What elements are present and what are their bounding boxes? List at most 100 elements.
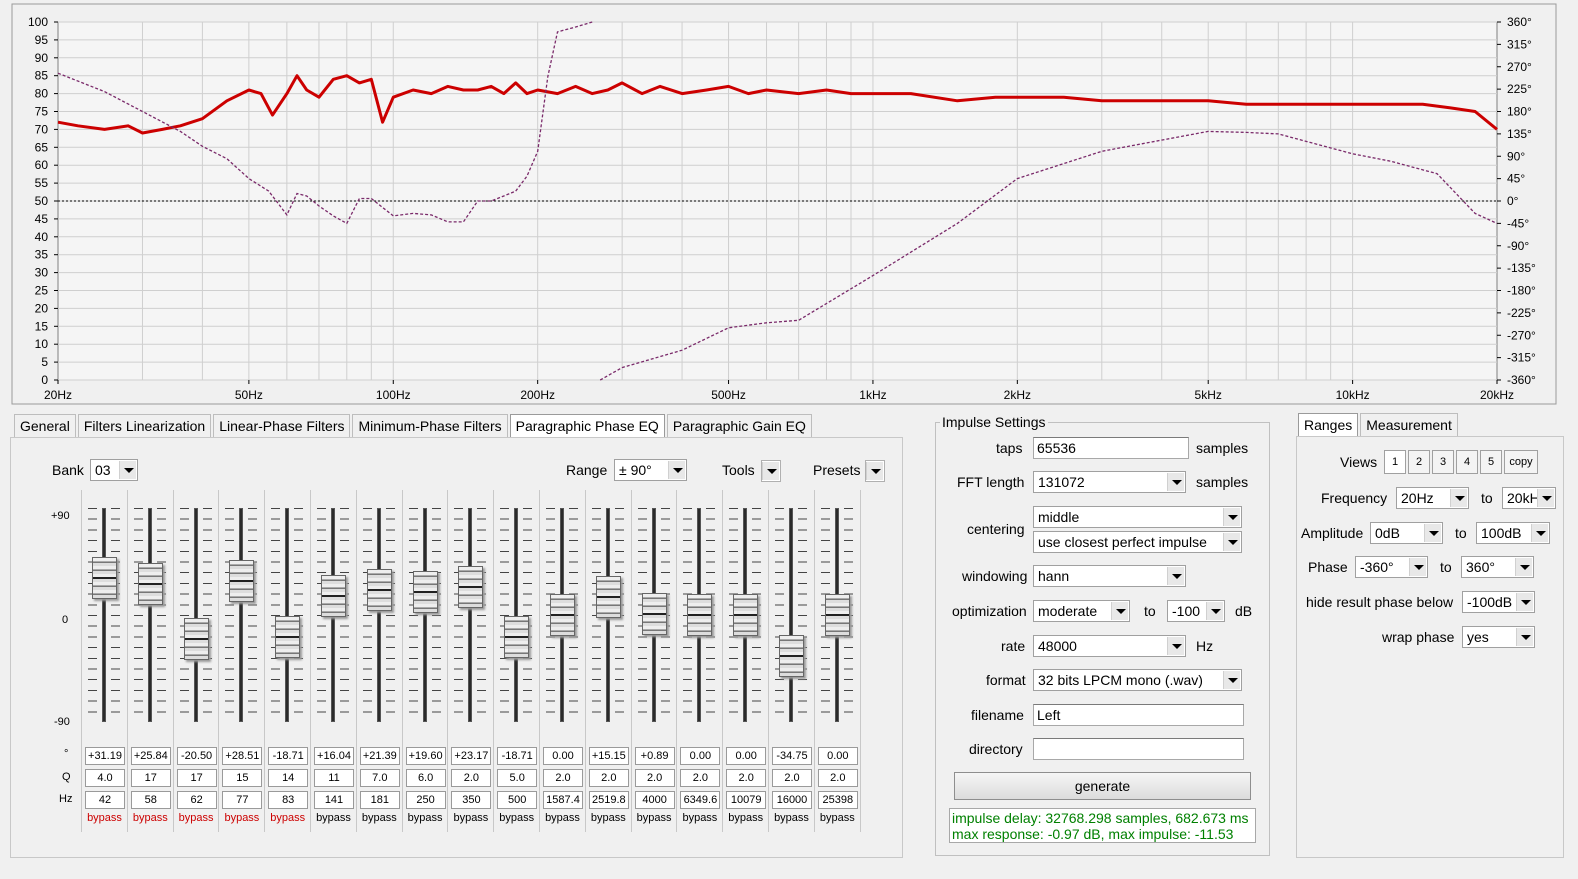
optimization-db-select[interactable]: -100 — [1167, 600, 1225, 622]
band-q-field[interactable]: 4.0 — [85, 769, 125, 787]
band-hz-field[interactable]: 25398 — [817, 791, 858, 809]
band-hz-field[interactable]: 2519.8 — [588, 791, 629, 809]
band-hz-field[interactable]: 141 — [314, 791, 354, 809]
band-q-field[interactable]: 2.0 — [588, 769, 629, 787]
bypass-toggle[interactable]: bypass — [636, 812, 672, 824]
tab-filters-linearization[interactable]: Filters Linearization — [77, 414, 212, 438]
bypass-toggle[interactable]: bypass — [407, 812, 443, 824]
band-hz-field[interactable]: 1587.4 — [543, 791, 583, 809]
band-q-field[interactable]: 17 — [130, 769, 171, 787]
slider-knob[interactable] — [550, 594, 575, 636]
slider-track[interactable] — [376, 508, 381, 722]
band-deg-field[interactable]: +21.39 — [359, 747, 400, 765]
slider-knob[interactable] — [92, 556, 117, 599]
centering-select[interactable]: middle — [1033, 506, 1242, 528]
band-deg-field[interactable]: +15.15 — [588, 747, 629, 765]
slider-knob[interactable] — [366, 568, 392, 611]
frequency-response-chart[interactable]: 1009590858075706560555045403530252015105… — [0, 0, 1578, 407]
frequency-from-select[interactable]: 20Hz — [1396, 487, 1469, 509]
slider-knob[interactable] — [595, 575, 621, 618]
band-q-field[interactable]: 2.0 — [817, 769, 858, 787]
bypass-toggle[interactable]: bypass — [545, 812, 580, 824]
frequency-to-select[interactable]: 20kHz — [1502, 487, 1556, 509]
band-hz-field[interactable]: 10079 — [726, 791, 767, 809]
bypass-toggle[interactable]: bypass — [132, 812, 168, 824]
view-3-button[interactable]: 3 — [1432, 450, 1454, 474]
directory-input[interactable] — [1033, 738, 1244, 760]
bypass-toggle[interactable]: bypass — [774, 812, 809, 824]
slider-knob[interactable] — [229, 560, 255, 603]
filename-input[interactable]: Left — [1033, 704, 1244, 726]
band-q-field[interactable]: 2.0 — [726, 769, 767, 787]
band-hz-field[interactable]: 500 — [497, 791, 538, 809]
slider-knob[interactable] — [779, 635, 804, 678]
slider-knob[interactable] — [275, 616, 301, 659]
slider-knob[interactable] — [824, 594, 850, 636]
band-hz-field[interactable]: 62 — [176, 791, 217, 809]
tab-general[interactable]: General — [14, 414, 76, 438]
band-q-field[interactable]: 2.0 — [772, 769, 812, 787]
band-q-field[interactable]: 15 — [222, 769, 263, 787]
band-deg-field[interactable]: 0.00 — [680, 747, 721, 765]
tab-paragraphic-phase-eq[interactable]: Paragraphic Phase EQ — [509, 414, 665, 438]
band-q-field[interactable]: 6.0 — [405, 769, 446, 787]
bypass-toggle[interactable]: bypass — [682, 812, 718, 824]
tools-menu[interactable]: Tools — [722, 462, 755, 478]
bypass-toggle[interactable]: bypass — [224, 812, 260, 824]
tab-ranges[interactable]: Ranges — [1298, 413, 1359, 437]
band-q-field[interactable]: 5.0 — [497, 769, 538, 787]
slider-knob[interactable] — [412, 570, 438, 613]
band-hz-field[interactable]: 77 — [222, 791, 263, 809]
slider-knob[interactable] — [183, 618, 209, 661]
band-deg-field[interactable]: +31.19 — [85, 747, 125, 765]
slider-track[interactable] — [789, 508, 793, 722]
fft-length-select[interactable]: 131072 — [1033, 471, 1186, 493]
band-q-field[interactable]: 2.0 — [543, 769, 583, 787]
band-deg-field[interactable]: -20.50 — [176, 747, 217, 765]
band-hz-field[interactable]: 16000 — [772, 791, 812, 809]
band-deg-field[interactable]: +23.17 — [451, 747, 492, 765]
band-deg-field[interactable]: -34.75 — [772, 747, 812, 765]
phase-to-select[interactable]: 360° — [1461, 556, 1534, 578]
response-plot[interactable]: 100 95 90 85 80 75 70 65 60 55 50 45 40 35 30 25 20 15 10 5… — [0, 0, 1578, 407]
band-deg-field[interactable]: 0.00 — [543, 747, 583, 765]
band-deg-field[interactable]: -18.71 — [497, 747, 538, 765]
band-deg-field[interactable]: +19.60 — [405, 747, 446, 765]
bypass-toggle[interactable]: bypass — [87, 812, 122, 824]
band-deg-field[interactable]: +16.04 — [314, 747, 354, 765]
bypass-toggle[interactable]: bypass — [728, 812, 764, 824]
slider-track[interactable] — [468, 508, 473, 722]
optimization-select[interactable]: moderate — [1033, 600, 1130, 622]
windowing-select[interactable]: hann — [1033, 565, 1186, 587]
copy-view-button[interactable]: copy — [1504, 450, 1538, 474]
wrap-phase-select[interactable]: yes — [1462, 626, 1535, 648]
slider-track[interactable] — [239, 508, 244, 722]
range-select[interactable]: ± 90° — [614, 459, 687, 481]
presets-dropdown[interactable] — [865, 460, 885, 482]
hide-phase-select[interactable]: -100dB — [1462, 591, 1535, 613]
slider-knob[interactable] — [687, 594, 713, 636]
slider-track[interactable] — [102, 508, 106, 722]
tab-minimum-phase-filters[interactable]: Minimum-Phase Filters — [352, 414, 508, 438]
bypass-toggle[interactable]: bypass — [499, 812, 535, 824]
slider-knob[interactable] — [504, 616, 530, 659]
band-hz-field[interactable]: 350 — [451, 791, 492, 809]
band-q-field[interactable]: 2.0 — [680, 769, 721, 787]
format-select[interactable]: 32 bits LPCM mono (.wav) — [1033, 669, 1242, 691]
band-hz-field[interactable]: 58 — [130, 791, 171, 809]
band-deg-field[interactable]: +0.89 — [634, 747, 675, 765]
bypass-toggle[interactable]: bypass — [361, 812, 397, 824]
slider-knob[interactable] — [137, 563, 163, 606]
amplitude-from-select[interactable]: 0dB — [1370, 522, 1443, 544]
generate-button[interactable]: generate — [954, 772, 1251, 800]
phase-from-select[interactable]: -360° — [1355, 556, 1428, 578]
bypass-toggle[interactable]: bypass — [819, 812, 855, 824]
slider-knob[interactable] — [321, 574, 346, 617]
presets-menu[interactable]: Presets — [813, 462, 861, 478]
band-deg-field[interactable]: 0.00 — [817, 747, 858, 765]
rate-select[interactable]: 48000 — [1033, 635, 1186, 657]
amplitude-to-select[interactable]: 100dB — [1476, 522, 1550, 544]
band-hz-field[interactable]: 181 — [359, 791, 400, 809]
bypass-toggle[interactable]: bypass — [453, 812, 489, 824]
bypass-toggle[interactable]: bypass — [590, 812, 626, 824]
